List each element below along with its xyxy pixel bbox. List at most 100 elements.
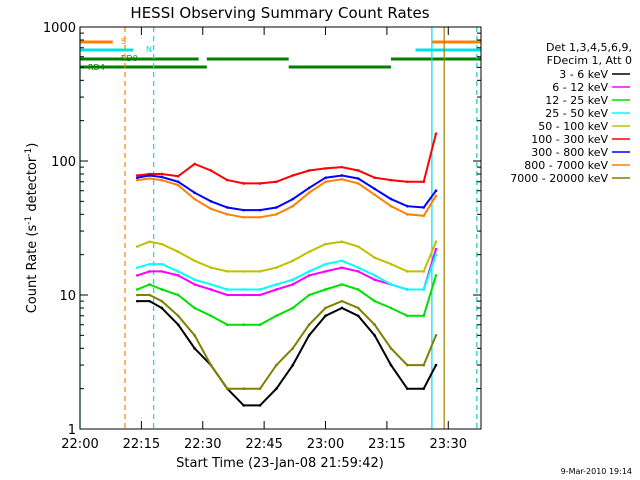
legend-label: 50 - 100 keV [538,120,608,133]
series-point-5 [193,162,196,166]
series-point-3 [209,283,213,286]
series-point-2 [422,314,426,318]
series-point-6 [434,189,438,193]
series-point-6 [356,177,360,180]
series-point-0 [434,363,438,367]
series-point-7 [242,216,245,219]
series-point-6 [422,206,426,209]
series-point-8 [148,293,151,297]
y-tick-label: 10 [59,289,76,304]
series-point-1 [324,270,327,273]
series-point-6 [160,175,164,179]
series-point-5 [356,169,360,172]
x-tick-label: 23:15 [368,437,405,452]
legend: Det 1,3,4,5,6,9, FDecim 1, Att 0 3 - 6 k… [510,41,632,185]
series-point-1 [226,293,229,297]
series-point-1 [242,293,245,297]
series-point-8 [242,387,245,390]
series-point-6 [242,208,245,212]
series-point-8 [406,363,409,367]
series-point-5 [135,174,139,177]
series-point-7 [135,178,139,182]
series-point-2 [135,288,139,291]
series-point-2 [193,306,196,310]
series-point-7 [226,213,229,216]
series-point-4 [291,259,295,263]
x-tick-label: 22:00 [61,437,98,452]
series-line-8 [137,294,437,390]
series-point-1 [258,293,262,297]
series-point-0 [422,387,426,390]
observing-flags: S N RD0 RD4 [80,37,481,72]
y-tick-label: 1000 [43,21,76,36]
series-point-6 [176,180,180,184]
series-point-7 [356,182,360,185]
series-point-2 [340,283,344,286]
series-point-0 [389,363,393,367]
series-point-7 [209,207,213,211]
series-point-3 [373,274,376,277]
series-point-4 [258,270,262,273]
series-point-6 [340,174,344,177]
series-point-4 [209,266,213,269]
series-point-4 [406,270,409,273]
series-point-0 [291,363,295,367]
series-point-8 [356,306,360,310]
series-point-3 [193,278,196,282]
series-point-0 [193,347,196,350]
x-axis-label: Start Time (23-Jan-08 21:59:42) [176,456,384,471]
series-point-0 [160,306,164,310]
series-point-4 [307,250,311,254]
series-point-4 [176,250,180,254]
series-point-3 [148,262,151,266]
legend-label: 3 - 6 keV [559,68,608,81]
series-point-0 [340,306,344,310]
x-tick-label: 22:15 [123,437,160,452]
legend-label: 100 - 300 keV [531,133,608,146]
series-line-2 [136,275,437,326]
series-point-5 [340,165,344,169]
x-tick-label: 22:30 [184,437,221,452]
series-point-1 [373,278,376,282]
series-point-5 [291,174,295,177]
series-point-0 [176,323,180,327]
series-point-2 [258,323,262,327]
series-point-8 [226,387,229,390]
series-point-6 [324,176,327,180]
series-point-0 [356,314,360,318]
series-point-6 [193,191,196,195]
flag-label-rd0: RD0 [121,54,138,63]
series-point-7 [160,178,164,182]
flag-label-s: S [121,37,126,46]
y-tick-label: 100 [51,155,76,170]
series-point-7 [373,193,376,197]
series-point-2 [275,314,278,318]
series-point-8 [340,299,344,303]
series-point-3 [356,266,360,269]
series-point-4 [340,240,344,243]
series-point-6 [148,174,151,177]
series-point-6 [406,204,409,208]
series-point-2 [242,323,245,327]
series-point-2 [434,274,438,277]
series-point-1 [193,283,196,286]
series-point-1 [209,288,213,291]
series-point-1 [135,274,139,277]
series-point-3 [389,283,393,286]
series-point-3 [258,288,262,291]
series-point-5 [324,167,327,170]
x-tick-label: 22:45 [245,437,282,452]
series-line-6 [137,174,437,212]
series-point-3 [135,266,139,269]
series-point-5 [389,178,393,182]
series-point-5 [406,180,409,184]
series-point-6 [135,176,139,180]
series-point-2 [226,323,229,327]
legend-label: 800 - 7000 keV [524,159,608,172]
series-point-4 [242,270,245,273]
series-point-6 [209,200,213,203]
series-point-8 [324,306,327,310]
series-point-4 [422,270,426,273]
series-point-5 [307,169,311,172]
